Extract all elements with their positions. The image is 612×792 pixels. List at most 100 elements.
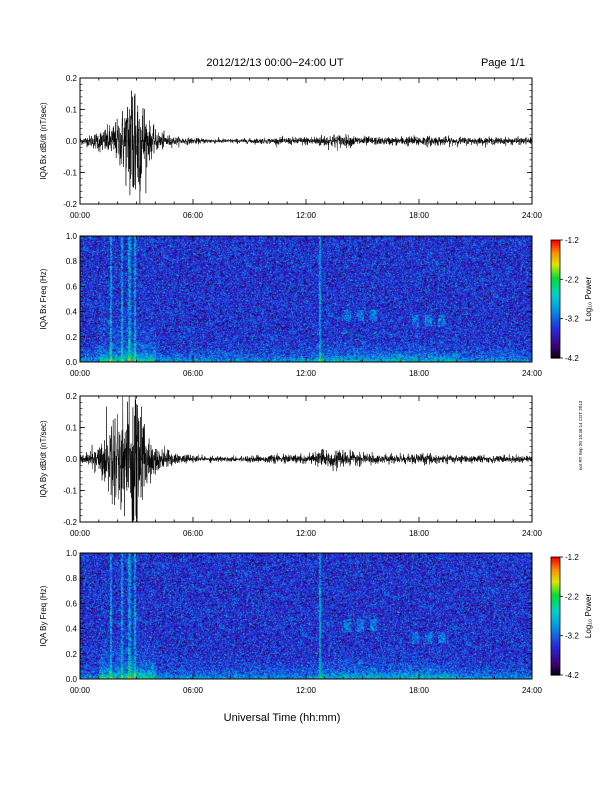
colorbar-swatch	[551, 253, 560, 257]
x-axis-label: Universal Time (hh:mm)	[224, 712, 341, 724]
colorbar-swatch	[551, 580, 560, 584]
colorbar-swatch	[551, 557, 560, 560]
colorbar-swatch	[551, 259, 560, 263]
colorbar-swatch	[551, 304, 560, 308]
colorbar-swatch	[551, 606, 560, 609]
colorbar-swatch	[551, 340, 560, 343]
colorbar-swatch	[551, 350, 560, 353]
panel-bx-spectrogram: 00:00 06:00 12:00 18:00 24:00 1.0 0.8 0.6 0.4 0.2…	[39, 232, 543, 378]
colorbar-tick-label: -4.2	[565, 671, 579, 680]
colorbar-swatch	[551, 334, 560, 337]
colorbar-tick-label: -3.2	[565, 632, 579, 641]
x-tick-label: 00:00	[70, 369, 91, 378]
colorbar-swatch	[551, 619, 560, 623]
waveform-trace	[79, 90, 533, 205]
dbdt-series-line	[79, 90, 533, 205]
colorbar-swatch	[551, 283, 560, 286]
colorbar-swatch	[551, 643, 560, 647]
x-tick-label: 06:00	[183, 529, 204, 538]
colorbar-swatch	[551, 673, 560, 676]
colorbar-swatch	[551, 584, 560, 588]
colorbar-swatch	[551, 594, 560, 597]
colorbar-swatch	[551, 300, 560, 304]
colorbar-swatch	[551, 263, 560, 267]
y-tick-label: 0.8	[66, 257, 78, 266]
colorbar-swatch	[551, 621, 560, 625]
page-indicator: Page 1/1	[481, 57, 525, 69]
colorbar-swatch	[551, 602, 560, 605]
x-tick-label: 06:00	[183, 369, 204, 378]
colorbar-swatch	[551, 631, 560, 635]
colorbar-swatch	[551, 336, 560, 339]
x-tick-label: 00:00	[70, 529, 91, 538]
colorbar-swatch	[551, 261, 560, 265]
colorbar-swatch	[551, 572, 560, 576]
colorbar-swatch	[551, 592, 560, 595]
panel-by-dbdt: 00:00 06:00 12:00 18:00 24:00 0.2 0.1 0.0 -0.1 -0…	[39, 392, 543, 538]
y-tick-label: 0.0	[66, 137, 78, 146]
colorbar-swatch	[551, 269, 560, 273]
colorbar-swatch	[551, 243, 560, 247]
y-tick-label: 0.4	[66, 308, 78, 317]
colorbar-swatch	[551, 588, 560, 592]
colorbar-swatch	[551, 661, 560, 664]
colorbar-swatch	[551, 240, 560, 243]
colorbar-frame	[550, 556, 561, 676]
colorbar-swatch	[551, 255, 560, 259]
colorbar-swatch	[551, 629, 560, 633]
colorbar-swatch	[551, 653, 560, 656]
colorbar-swatch	[551, 610, 560, 613]
y-tick-label: 1.0	[66, 232, 78, 241]
colorbar-swatch	[551, 570, 560, 574]
colorbar-swatch	[551, 291, 560, 294]
colorbar-swatch	[551, 614, 560, 617]
colorbar-swatch	[551, 310, 560, 314]
colorbar-swatch	[551, 356, 560, 359]
y-tick-label: 0.1	[66, 424, 78, 433]
colorbar-swatch	[551, 625, 560, 629]
colorbar-swatch	[551, 328, 560, 332]
x-tick-label: 12:00	[296, 369, 317, 378]
x-tick-label: 18:00	[409, 529, 430, 538]
colorbar-tick-label: -4.2	[565, 354, 579, 363]
colorbar-swatch	[551, 251, 560, 255]
x-tick-label: 24:00	[522, 211, 543, 220]
colorbar-swatch	[551, 582, 560, 586]
colorbar-swatch	[551, 295, 560, 298]
colorbar-swatch	[551, 566, 560, 570]
colorbar-swatch	[551, 346, 560, 349]
y-tick-label: 1.0	[66, 549, 78, 558]
colorbar-swatch	[551, 663, 560, 666]
colorbar-swatch	[551, 273, 560, 276]
y-axis-label: IQA Bx dB/dt (nT/sec)	[39, 102, 48, 180]
colorbar-tick-label: -1.2	[565, 553, 579, 562]
colorbar-swatch	[551, 641, 560, 645]
colorbar-swatch	[551, 285, 560, 288]
colorbar-tick-label: -2.2	[565, 275, 579, 284]
x-tick-label: 06:00	[183, 211, 204, 220]
colorbar-swatch	[551, 320, 560, 324]
colorbar-swatch	[551, 560, 560, 564]
processing-stamp: not RT Sep 20 10:46:14 CDT 2013	[578, 400, 583, 470]
x-tick-label: 24:00	[522, 686, 543, 695]
colorbar-swatch	[551, 647, 560, 651]
colorbar-swatch	[551, 352, 560, 355]
colorbar-swatch	[551, 657, 560, 660]
colorbar-swatch	[551, 338, 560, 341]
colorbar-swatch	[551, 562, 560, 566]
colorbar-swatch	[551, 639, 560, 643]
y-axis-label: IQA By Freq (Hz)	[39, 585, 48, 646]
colorbar-swatch	[551, 277, 560, 280]
colorbar-swatch	[551, 271, 560, 275]
x-tick-label: 18:00	[409, 369, 430, 378]
colorbar-swatch	[551, 633, 560, 637]
colorbar-swatch	[551, 314, 560, 318]
colorbar-swatch	[551, 289, 560, 292]
axes: 00:00 06:00 12:00 18:00 24:00 1.0 0.8 0.6 0.4 0.2…	[66, 549, 543, 695]
colorbar-swatch	[551, 586, 560, 590]
colorbar-swatch	[551, 604, 560, 607]
colorbar-top: -1.2 -2.2 -3.2 -4.2 Log₁₀ Power	[550, 236, 593, 363]
colorbar-swatch	[551, 312, 560, 316]
colorbar-tick-label: -1.2	[565, 236, 579, 245]
